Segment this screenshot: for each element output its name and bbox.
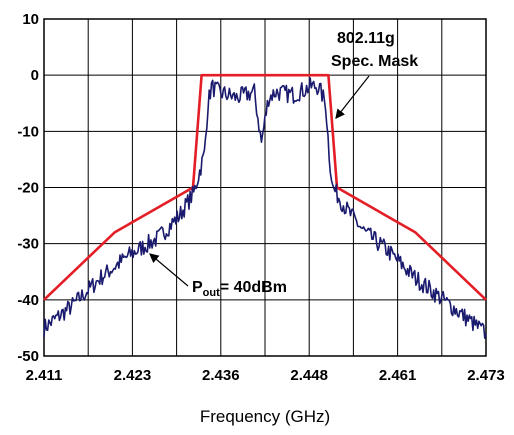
x-tick-label: 2.473: [467, 367, 505, 384]
y-tick-label: -10: [17, 123, 39, 140]
x-axis-label: Frequency (GHz): [200, 407, 330, 426]
series-layer: [43, 73, 487, 340]
pout-annotation-arrow: [149, 253, 189, 287]
series-line-spec-mask: [43, 73, 487, 301]
chart-grid: [43, 18, 487, 357]
y-axis-ticks: 10 0 -10 -20 -30 -40 -50: [17, 11, 39, 365]
x-tick-label: 2.448: [290, 367, 328, 384]
y-tick-label: -40: [17, 292, 39, 309]
annotations: 802.11g Spec. Mask Pout= 40dBm: [149, 30, 418, 299]
y-tick-label: 0: [31, 67, 39, 84]
pout-annotation-subscript: out: [203, 287, 220, 299]
x-tick-label: 2.436: [202, 367, 240, 384]
mask-annotation-line1: 802.11g: [337, 30, 395, 47]
series-line-pout: [43, 77, 487, 340]
x-tick-label: 2.461: [379, 367, 417, 384]
x-axis-ticks: 2.411 2.423 2.436 2.448 2.461 2.473: [26, 367, 505, 384]
mask-annotation-line2: Spec. Mask: [331, 53, 418, 70]
y-tick-label: -20: [17, 180, 39, 197]
x-tick-label: 2.423: [114, 367, 152, 384]
y-tick-label: -30: [17, 236, 39, 253]
plot-area-frame: [43, 18, 487, 357]
pout-annotation-main: P: [192, 279, 203, 296]
pout-annotation-rest: = 40dBm: [220, 279, 287, 296]
x-tick-label: 2.411: [26, 367, 63, 384]
y-tick-label: 10: [22, 11, 39, 28]
y-tick-label: -50: [17, 348, 39, 365]
mask-annotation-arrow: [335, 75, 370, 119]
pout-annotation: Pout= 40dBm: [192, 279, 287, 299]
